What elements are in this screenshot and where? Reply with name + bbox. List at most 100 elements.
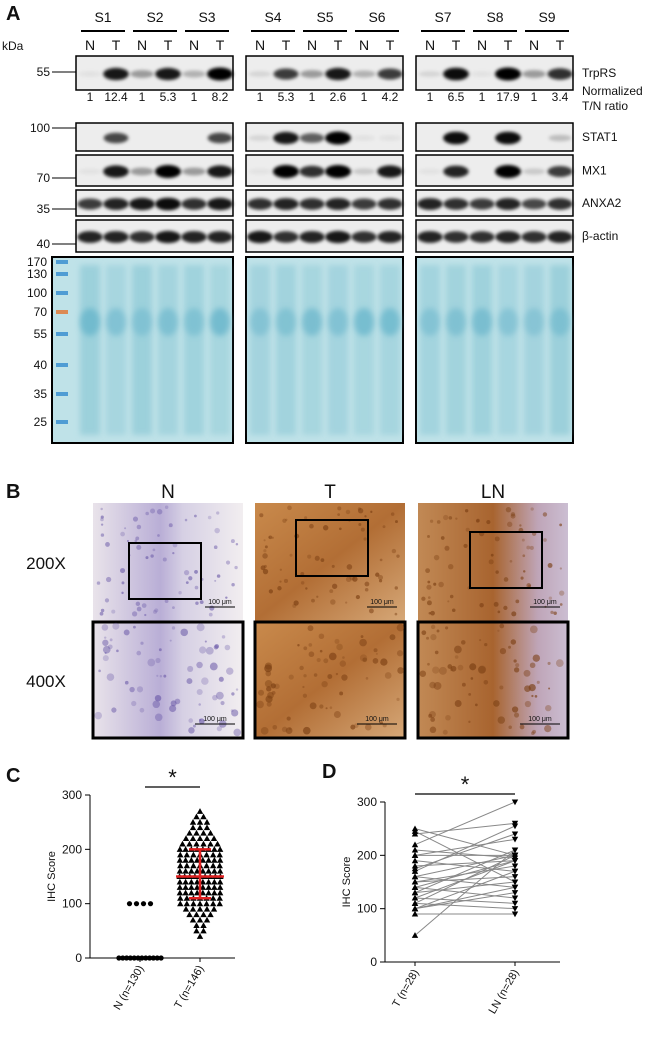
- cell: [285, 727, 293, 735]
- cell: [256, 700, 264, 709]
- data-point: [511, 847, 519, 854]
- cell: [152, 609, 158, 614]
- data-point: [133, 901, 140, 907]
- data-point: [196, 818, 204, 825]
- cell: [193, 724, 196, 728]
- cell: [360, 527, 365, 532]
- data-point: [411, 846, 419, 853]
- band: [548, 134, 572, 142]
- cell: [216, 511, 220, 515]
- blot-panel: [415, 55, 574, 91]
- sample-label: S2: [146, 9, 163, 25]
- band: [418, 71, 442, 77]
- ratio-value: 12.4: [104, 90, 128, 104]
- data-point: [203, 905, 211, 912]
- stain-lane: [380, 265, 400, 435]
- data-point: [182, 857, 189, 863]
- stain-lane: [328, 265, 348, 435]
- cell: [265, 670, 272, 677]
- band: [417, 198, 443, 210]
- cell: [96, 581, 101, 585]
- cell: [216, 726, 222, 732]
- band: [443, 231, 469, 243]
- data-point: [511, 879, 519, 886]
- cell: [460, 640, 466, 645]
- cell: [131, 700, 137, 707]
- cell: [300, 581, 305, 585]
- cell: [427, 596, 431, 599]
- data-point: [189, 916, 197, 923]
- band: [247, 198, 273, 210]
- cell: [475, 703, 478, 707]
- cell: [287, 505, 292, 511]
- cell: [168, 523, 173, 528]
- data-point: [188, 857, 195, 863]
- stain-marker: 55: [34, 327, 48, 341]
- blot-panel: [75, 122, 234, 152]
- band: [103, 165, 129, 178]
- cell: [513, 667, 520, 673]
- cell: [429, 726, 437, 734]
- panel-letter: A: [6, 3, 20, 25]
- cell: [230, 539, 235, 544]
- cell: [266, 686, 272, 692]
- data-point: [411, 884, 419, 890]
- cell: [375, 652, 378, 655]
- cell: [170, 700, 177, 707]
- stain-smear: [446, 308, 466, 336]
- data-point: [193, 813, 200, 820]
- cell: [430, 610, 435, 616]
- ratio-value: 4.2: [382, 90, 399, 104]
- pair-line: [414, 892, 516, 910]
- cell: [524, 700, 532, 708]
- band: [547, 198, 573, 210]
- cell: [231, 582, 235, 587]
- data-point: [127, 955, 134, 961]
- cell: [532, 654, 541, 662]
- cell: [159, 674, 163, 678]
- stain-smear: [80, 308, 100, 336]
- data-point: [193, 829, 200, 836]
- cell: [327, 674, 333, 679]
- lane-label: T: [334, 37, 343, 53]
- cell: [464, 509, 469, 513]
- data-point: [200, 922, 207, 928]
- cell: [421, 630, 427, 636]
- data-point: [411, 830, 419, 837]
- cell: [534, 695, 538, 698]
- sample-label: S8: [486, 9, 503, 25]
- cell: [329, 706, 333, 709]
- cell: [185, 581, 189, 584]
- data-point: [209, 895, 217, 901]
- data-point: [176, 889, 184, 896]
- pair-line: [414, 830, 516, 883]
- kda-marker: 55: [37, 65, 51, 79]
- cell: [194, 570, 198, 574]
- cell: [199, 600, 204, 605]
- cell: [511, 611, 517, 617]
- cell: [157, 534, 160, 537]
- cell: [132, 516, 139, 522]
- cell: [346, 564, 353, 570]
- cell: [337, 513, 341, 516]
- band: [103, 198, 129, 210]
- cell: [282, 518, 287, 523]
- cell: [370, 510, 373, 513]
- cell: [548, 596, 553, 600]
- cell: [372, 658, 379, 664]
- lane-label: T: [216, 37, 225, 53]
- sample-label: S7: [434, 9, 451, 25]
- cell: [430, 624, 436, 630]
- data-point: [214, 840, 221, 847]
- band: [181, 198, 207, 210]
- cell: [302, 693, 308, 698]
- cell: [302, 685, 305, 689]
- data-point: [150, 955, 157, 961]
- cell: [321, 680, 328, 688]
- scale-bar-label: 100 μm: [533, 599, 557, 606]
- ratio-value: 2.6: [330, 90, 347, 104]
- stain-smear: [276, 308, 296, 336]
- data-point: [190, 851, 197, 858]
- cell: [499, 648, 507, 655]
- ratio-label: T/N ratio: [582, 99, 628, 113]
